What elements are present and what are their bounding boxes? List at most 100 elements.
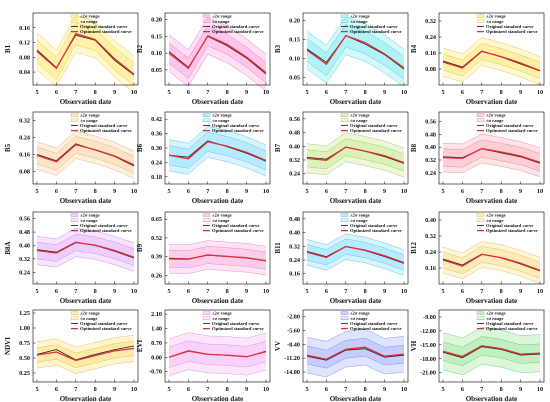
legend-two-sigma-label: ±2σ range — [212, 213, 232, 218]
legend-two-sigma-swatch — [202, 213, 211, 217]
one-sigma-band — [169, 246, 266, 270]
two-sigma-band — [307, 329, 404, 377]
y-tick-label: 0.32 — [19, 117, 30, 124]
x-axis-label: Observation date — [60, 197, 112, 205]
y-tick-label: 0.08 — [19, 168, 30, 175]
x-tick-label: 6 — [461, 386, 464, 393]
two-sigma-band — [37, 131, 134, 179]
legend-two-sigma-label: ±2σ range — [486, 311, 506, 316]
y-tick-label: 0.16 — [425, 50, 436, 57]
x-tick-label: 7 — [480, 89, 483, 96]
y-axis-label: B5 — [4, 143, 12, 152]
y-tick-label: 0.24 — [425, 34, 436, 41]
y-tick-label: 0.75 — [19, 340, 30, 347]
x-tick-label: 8 — [94, 188, 97, 195]
two-sigma-band-upper-edge — [306, 329, 405, 342]
one-sigma-band — [37, 136, 134, 174]
optimized-curve — [36, 144, 135, 166]
y-tick-label: 0.52 — [151, 235, 162, 242]
y-tick-label: -15.00 — [420, 342, 436, 349]
y-axis-label: B6 — [136, 143, 144, 152]
x-tick-label: 10 — [131, 288, 137, 295]
x-tick-label: 9 — [245, 288, 248, 295]
legend-optimized-label: Optimized standard curve — [80, 29, 132, 34]
legend-one-sigma-swatch — [340, 316, 349, 320]
two-sigma-band-upper-edge — [168, 125, 267, 146]
legend-two-sigma-swatch — [70, 311, 79, 315]
legend-two-sigma-label: ±2σ range — [212, 113, 232, 118]
x-tick-label: 9 — [383, 89, 386, 96]
legend-one-sigma-label: ±σ range — [350, 316, 367, 321]
x-tick-label: 5 — [441, 188, 444, 195]
plot-frame — [32, 211, 139, 285]
legend-original-label: Original standard curve — [80, 223, 127, 228]
legend-two-sigma-swatch — [70, 213, 79, 217]
y-tick-label: 0.32 — [19, 256, 30, 263]
legend-one-sigma-label: ±σ range — [350, 19, 367, 24]
x-axis-label: Observation date — [192, 98, 244, 106]
x-tick-label: 7 — [344, 386, 347, 393]
y-tick-label: 0.32 — [425, 157, 436, 164]
legend-one-sigma-swatch — [70, 19, 79, 23]
y-tick-label: 0.20 — [289, 18, 300, 25]
y-tick-label: 0.36 — [151, 131, 162, 138]
y-tick-label: 0.16 — [289, 271, 300, 278]
one-sigma-band-upper-edge — [36, 136, 135, 157]
optimized-curve — [168, 141, 267, 162]
y-tick-label: 0.50 — [19, 355, 30, 362]
legend-one-sigma-label: ±σ range — [350, 118, 367, 123]
subplot-b8: 0.56 0.48 0.40 0.32 0.24 5 6 7 8 9 10 Observation d… — [410, 111, 545, 205]
x-tick-label: 9 — [245, 188, 248, 195]
y-tick-label: 0.16 — [425, 265, 436, 272]
legend-one-sigma-swatch — [202, 218, 211, 223]
plot-frame — [302, 12, 409, 86]
x-tick-label: 8 — [364, 386, 367, 393]
x-tick-label: 6 — [55, 89, 58, 96]
legend-original-label: Original standard curve — [212, 123, 259, 128]
y-axis-label: B9 — [136, 243, 144, 252]
one-sigma-band-upper-edge — [168, 25, 267, 63]
y-tick-label: 0.24 — [289, 171, 300, 178]
legend-optimized-label: Optimized standard curve — [350, 128, 402, 133]
plot-frame — [164, 211, 271, 285]
plot-frame — [32, 12, 139, 86]
two-sigma-band-lower-edge — [306, 54, 405, 88]
y-tick-label: 0.70 — [151, 340, 162, 347]
plot-frame — [164, 309, 271, 383]
plot-frame — [302, 111, 409, 185]
x-tick-label: 7 — [344, 89, 347, 96]
legend-optimized-label: Optimized standard curve — [486, 128, 538, 133]
y-tick-label: 0.40 — [289, 230, 300, 237]
x-axis-label: Observation date — [192, 395, 244, 402]
original-curve — [442, 346, 541, 359]
y-tick-label: 0.10 — [289, 55, 300, 62]
y-axis-label: VH — [410, 340, 418, 351]
x-tick-label: 6 — [325, 288, 328, 295]
x-tick-label: 10 — [131, 89, 137, 96]
one-sigma-band-upper-edge — [306, 138, 405, 155]
legend-one-sigma-swatch — [476, 118, 485, 123]
one-sigma-band-upper-edge — [442, 139, 541, 154]
one-sigma-band-lower-edge — [168, 263, 267, 270]
legend-one-sigma-label: ±σ range — [486, 19, 503, 24]
legend-two-sigma-swatch — [476, 311, 485, 315]
optimized-curve — [36, 32, 135, 75]
original-curve — [36, 34, 135, 76]
y-tick-label: -12.00 — [420, 328, 436, 335]
legend-two-sigma-swatch — [340, 311, 349, 315]
legend-two-sigma-swatch — [340, 213, 349, 217]
x-tick-label: 8 — [94, 386, 97, 393]
y-axis-label: B8A — [4, 241, 12, 254]
subplot-b9: 0.65 0.52 0.39 0.26 5 6 7 8 9 10 Observation date B… — [136, 211, 271, 305]
y-tick-label: -2.80 — [287, 313, 300, 320]
one-sigma-band-lower-edge — [36, 250, 135, 266]
x-tick-label: 7 — [74, 89, 77, 96]
x-tick-label: 9 — [519, 89, 522, 96]
x-axis-label: Observation date — [466, 197, 518, 205]
two-sigma-band-lower-edge — [168, 369, 267, 377]
optimized-curve — [442, 345, 541, 358]
y-axis-label: B2 — [136, 44, 144, 53]
two-sigma-band-upper-edge — [36, 334, 135, 348]
legend-original-label: Original standard curve — [350, 321, 397, 326]
y-tick-label: 0.40 — [19, 242, 30, 249]
